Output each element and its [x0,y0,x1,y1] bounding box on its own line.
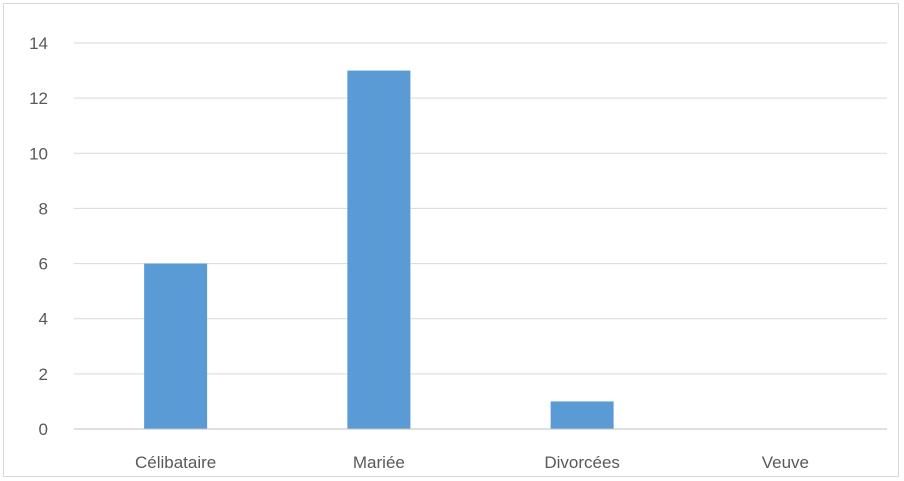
x-tick-label-mariee: Mariée [353,453,405,472]
x-axis-tick-labels: Célibataire Mariée Divorcées Veuve [135,453,809,472]
y-tick-label-8: 8 [39,199,48,218]
bar-celibataire [144,263,208,429]
y-tick-label-6: 6 [39,255,48,274]
x-tick-label-celibataire: Célibataire [135,453,216,472]
y-tick-label-2: 2 [39,365,48,384]
y-tick-label-12: 12 [29,89,48,108]
x-tick-label-veuve: Veuve [762,453,809,472]
gridlines [74,42,887,375]
bars [144,70,614,430]
y-tick-label-10: 10 [29,144,48,163]
y-axis-tick-labels: 0 2 4 6 8 10 12 14 [29,34,48,439]
y-tick-label-4: 4 [39,310,48,329]
bar-mariee [347,70,411,430]
bar-divorcees [550,401,614,429]
y-tick-label-14: 14 [29,34,48,53]
x-tick-label-divorcees: Divorcées [544,453,620,472]
y-tick-label-0: 0 [39,420,48,439]
